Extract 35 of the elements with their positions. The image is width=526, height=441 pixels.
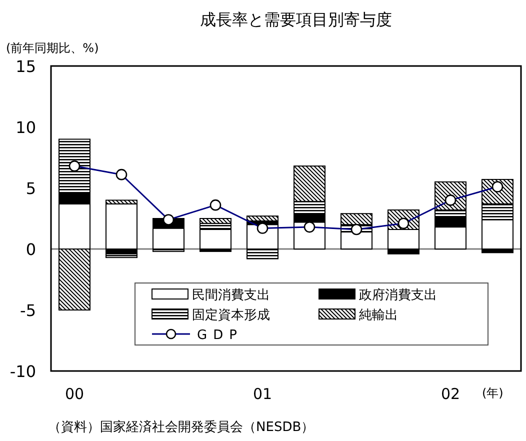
legend-label: 純輸出 <box>359 308 398 323</box>
y-axis-title: (前年同期比、%) <box>6 41 99 55</box>
bar <box>388 248 420 254</box>
bar <box>58 248 90 310</box>
bar <box>58 192 90 204</box>
bar <box>152 248 184 252</box>
bar <box>482 248 514 254</box>
y-tick-label: -10 <box>10 362 36 381</box>
y-tick-label: 0 <box>26 240 36 259</box>
text: （資料）国家経済社会開発委員会（NESDB） <box>48 419 314 435</box>
legend-label: GDP <box>197 328 243 343</box>
chart-title: 成長率と需要項目別寄与度 <box>200 10 392 29</box>
bar <box>58 138 90 194</box>
bar <box>246 248 278 260</box>
legend-label: 政府消費支出 <box>359 287 437 303</box>
bar <box>200 248 232 252</box>
bar <box>106 200 138 204</box>
y-tick-label: -5 <box>20 301 36 320</box>
bar <box>294 166 326 202</box>
bar <box>200 218 232 224</box>
bar <box>106 253 138 258</box>
x-tick-label: 00 <box>64 385 84 403</box>
y-tick-label: 5 <box>26 179 36 198</box>
bar <box>482 219 514 250</box>
bar <box>200 228 232 250</box>
x-tick-label: 02 <box>440 385 460 403</box>
x-axis-title: (年) <box>482 386 504 400</box>
bar <box>434 226 466 250</box>
y-tick-label: 10 <box>16 118 36 137</box>
bar <box>152 228 184 250</box>
legend-label: 固定資本形成 <box>192 308 270 323</box>
legend-label: 民間消費支出 <box>192 288 270 303</box>
x-tick-label: 01 <box>252 385 272 403</box>
y-tick-label: 15 <box>16 57 36 76</box>
bar <box>106 203 138 250</box>
